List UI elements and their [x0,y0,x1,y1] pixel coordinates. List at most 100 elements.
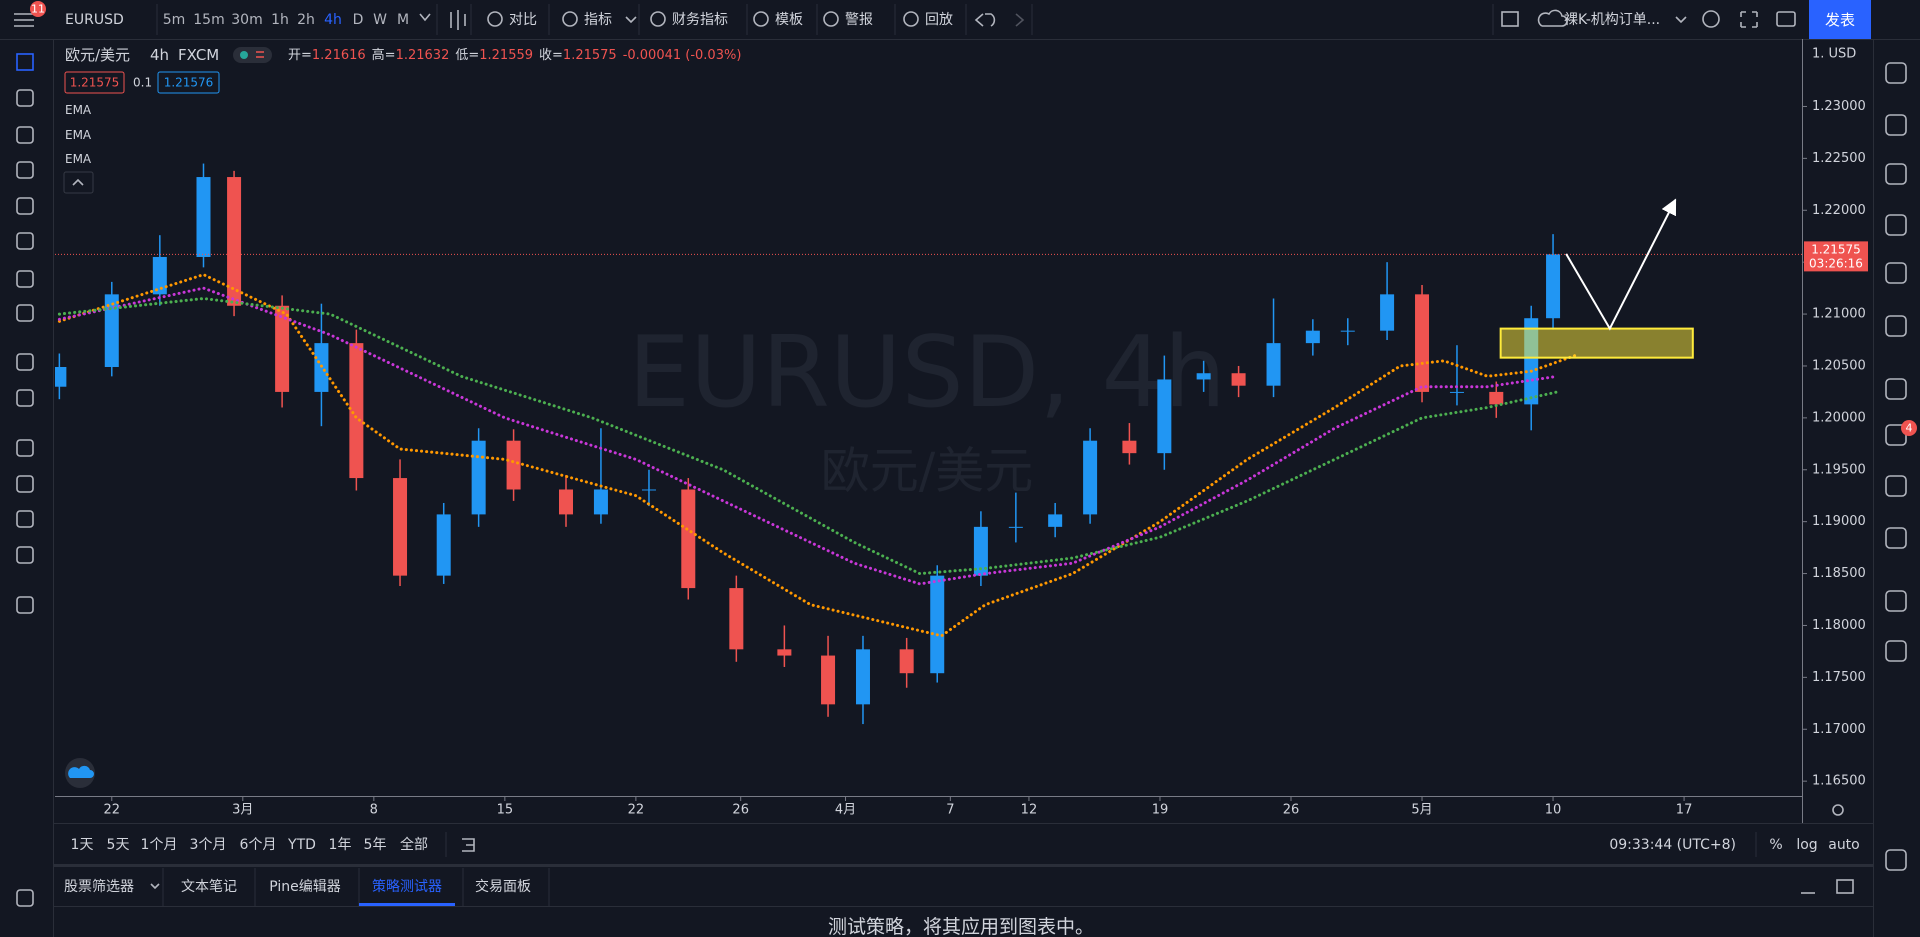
layout-icon[interactable] [1501,11,1519,27]
scale-option[interactable]: auto [1828,837,1860,853]
fullscreen-icon[interactable] [1740,11,1758,28]
range-button[interactable]: YTD [287,837,316,853]
publish-button[interactable] [1809,0,1871,39]
tool-icon[interactable] [16,353,34,371]
tool-icon[interactable] [16,510,34,528]
bid[interactable]: 1.21575 [70,76,120,90]
countdown: 03:26:16 [1809,256,1863,270]
range-button[interactable]: 5天 [107,837,130,853]
tool-icon[interactable] [16,389,34,407]
tool-icon[interactable] [16,53,34,71]
panel-tab[interactable]: 交易面板 [475,878,531,895]
dropdown-icon[interactable] [625,16,637,24]
snapshot-icon[interactable] [1776,11,1796,27]
status-toggle[interactable] [233,47,272,63]
sidebar-icon[interactable] [1885,163,1907,185]
interval-button[interactable]: 30m [231,12,262,28]
sidebar-icon[interactable] [1885,590,1907,612]
tool-icon[interactable] [16,197,34,215]
range-button[interactable]: 全部 [400,836,428,853]
tool-icon[interactable] [823,11,839,27]
tool-icon[interactable] [16,439,34,457]
symbol[interactable]: EURUSD [65,12,124,28]
sidebar-icon[interactable] [1885,214,1907,236]
chart-style-icon[interactable] [450,10,466,30]
tool-icon[interactable] [16,126,34,144]
indicator-name[interactable]: EMA [65,152,92,166]
sidebar-icon[interactable] [1885,114,1907,136]
tool-button[interactable]: 财务指标 [672,12,728,28]
cloud-icon[interactable] [1537,9,1568,27]
maximize-icon[interactable] [1836,879,1854,894]
dropdown-icon[interactable] [1675,16,1687,24]
arrow-drawing[interactable] [1565,198,1677,331]
collapse-button[interactable] [63,171,94,194]
tool-icon[interactable] [650,11,666,27]
tool-icon[interactable] [16,232,34,250]
sidebar-icon[interactable] [1885,475,1907,497]
interval-button[interactable]: D [353,12,364,28]
tool-icon[interactable] [16,270,34,288]
zone-rectangle[interactable] [1499,327,1694,359]
panel-tab[interactable]: Pine编辑器 [269,879,341,895]
interval-button[interactable]: 2h [297,12,315,28]
tool-icon[interactable] [562,11,578,27]
layout-name[interactable]: 裸K-机构订单... [1564,12,1660,28]
panel-tab[interactable]: 文本笔记 [181,879,237,895]
tool-icon[interactable] [753,11,769,27]
interval-button[interactable]: 4h [324,12,342,28]
range-button[interactable]: 1年 [329,837,352,853]
panel-tab[interactable]: 股票筛选器 [64,879,134,895]
ask[interactable]: 1.21576 [164,76,214,90]
tool-icon[interactable] [16,889,34,907]
dropdown-icon[interactable] [419,13,431,22]
panel-tab[interactable]: 策略测试器 [372,878,442,895]
interval-button[interactable]: W [373,12,387,28]
publish-label[interactable]: 发表 [1825,11,1855,29]
tool-button[interactable]: 对比 [509,12,537,28]
ask-box[interactable] [157,71,220,94]
interval-button[interactable]: M [397,12,409,28]
scale-option[interactable]: log [1796,837,1817,853]
goto-date-icon[interactable] [462,838,475,852]
range-button[interactable]: 3个月 [190,837,227,853]
clock[interactable]: 09:33:44 (UTC+8) [1609,837,1736,853]
sidebar-icon[interactable] [1885,527,1907,549]
tool-icon[interactable] [16,475,34,493]
tool-icon[interactable] [16,161,34,179]
bid-box[interactable] [64,71,125,94]
range-button[interactable]: 6个月 [240,837,277,853]
sidebar-icon[interactable] [1885,378,1907,400]
settings-icon[interactable] [1702,10,1720,28]
tool-icon[interactable] [16,89,34,107]
tool-icon[interactable] [16,546,34,564]
indicator-name[interactable]: EMA [65,103,92,117]
tool-icon[interactable] [16,596,34,614]
interval-button[interactable]: 1h [271,12,289,28]
indicator-name[interactable]: EMA [65,128,92,142]
axis-settings-icon[interactable] [1832,804,1844,816]
sidebar-icon[interactable] [1885,262,1907,284]
sidebar-icon[interactable] [1885,849,1907,871]
tool-button[interactable]: 回放 [925,12,953,28]
interval-button[interactable]: 15m [193,12,224,28]
tool-icon[interactable] [903,11,919,27]
interval-button[interactable]: 5m [163,12,186,28]
range-button[interactable]: 1天 [71,837,94,853]
tool-button[interactable]: 模板 [775,12,803,28]
sidebar-icon[interactable] [1885,315,1907,337]
dropdown-icon[interactable] [150,883,160,890]
sidebar-icon[interactable] [1885,62,1907,84]
menu-icon[interactable] [14,13,34,27]
tool-icon[interactable] [487,11,503,27]
tool-icon[interactable] [16,304,34,322]
range-button[interactable]: 1个月 [141,837,178,853]
currency-label[interactable]: 1. USD [1812,47,1856,62]
redo-icon[interactable] [1015,13,1025,27]
sidebar-icon[interactable] [1885,640,1907,662]
undo-icon[interactable] [974,13,996,27]
scale-option[interactable]: % [1769,837,1782,853]
tool-button[interactable]: 指标 [584,12,612,28]
range-button[interactable]: 5年 [364,837,387,853]
tool-button[interactable]: 警报 [845,12,873,28]
